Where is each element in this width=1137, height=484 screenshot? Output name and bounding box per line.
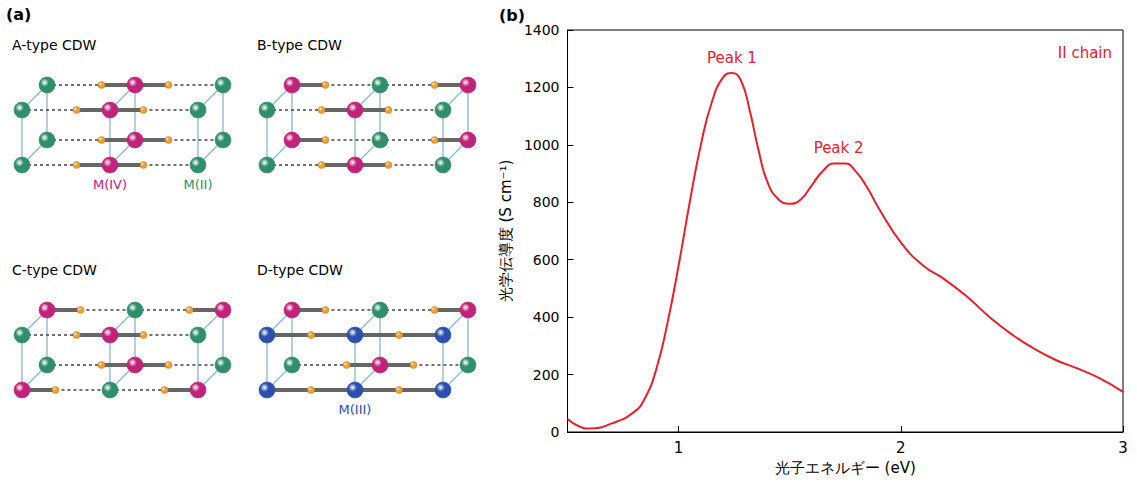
svg-text:(b): (b): [499, 6, 525, 25]
svg-text:800: 800: [533, 194, 560, 210]
svg-text:II chain: II chain: [1058, 44, 1112, 62]
svg-text:C-type CDW: C-type CDW: [12, 262, 97, 278]
svg-text:M(III): M(III): [339, 402, 372, 417]
svg-text:400: 400: [533, 309, 560, 325]
svg-text:200: 200: [533, 367, 560, 383]
svg-text:2: 2: [896, 439, 906, 457]
svg-text:M(II): M(II): [183, 177, 212, 192]
svg-text:A-type CDW: A-type CDW: [12, 37, 97, 53]
svg-text:(a): (a): [6, 5, 31, 24]
svg-text:1400: 1400: [524, 22, 560, 38]
svg-text:600: 600: [533, 252, 560, 268]
svg-text:1: 1: [674, 439, 684, 457]
svg-text:M(IV): M(IV): [93, 177, 127, 192]
svg-text:光子エネルギー (eV): 光子エネルギー (eV): [775, 459, 916, 477]
svg-text:1200: 1200: [524, 79, 560, 95]
svg-text:Peak 1: Peak 1: [707, 49, 757, 67]
svg-text:光学伝導度 (S cm⁻¹): 光学伝導度 (S cm⁻¹): [497, 160, 515, 303]
svg-text:B-type CDW: B-type CDW: [257, 37, 342, 53]
svg-text:0: 0: [551, 424, 560, 440]
svg-text:1000: 1000: [524, 137, 560, 153]
svg-text:D-type CDW: D-type CDW: [257, 262, 343, 278]
svg-text:3: 3: [1118, 439, 1128, 457]
svg-text:Peak 2: Peak 2: [814, 139, 864, 157]
